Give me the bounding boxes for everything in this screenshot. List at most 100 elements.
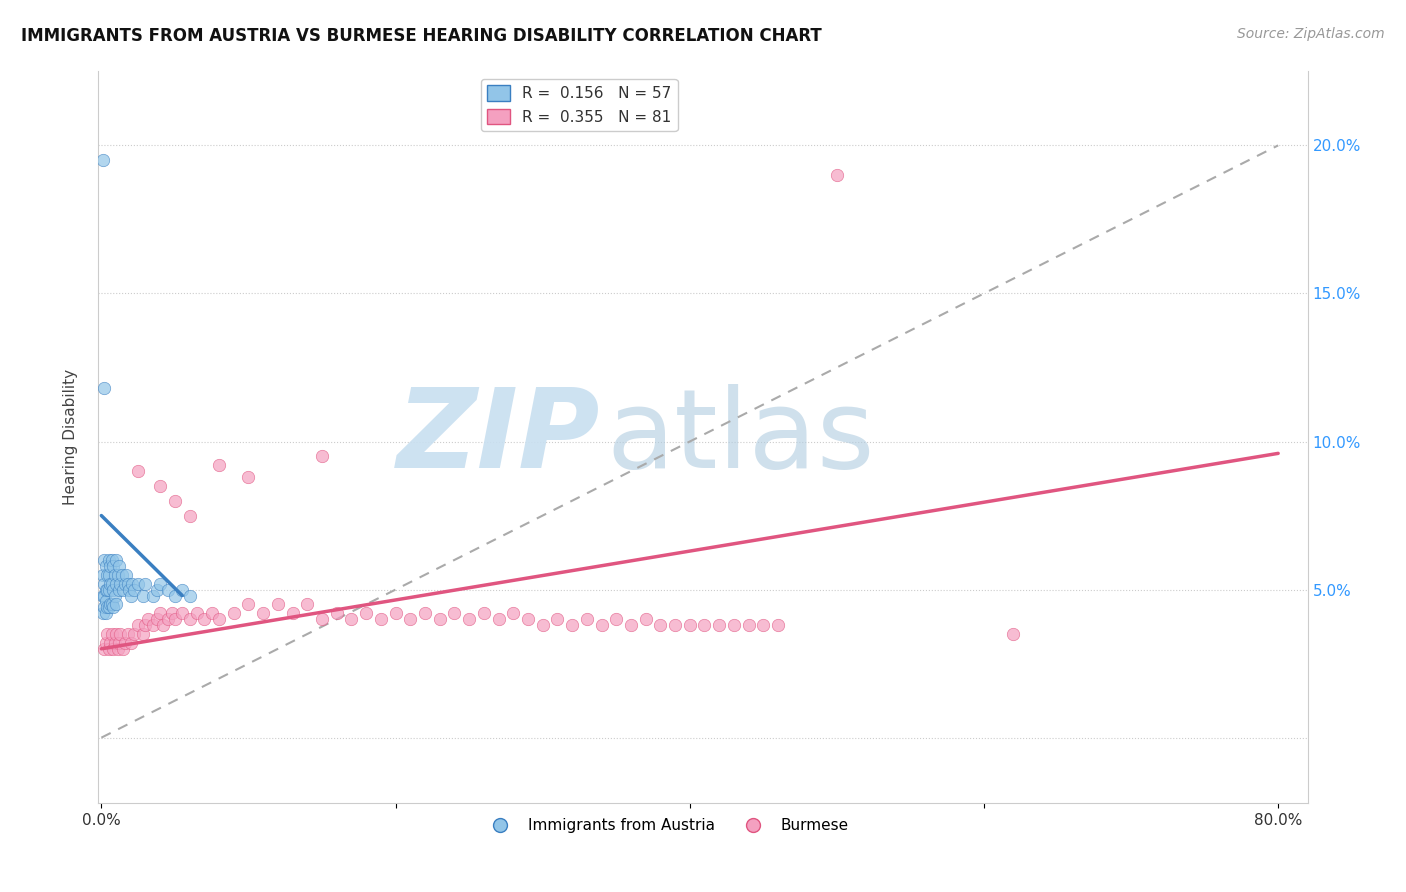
Point — [575, 612, 598, 626]
Point — [384, 607, 406, 621]
Point — [111, 567, 134, 582]
Point — [110, 627, 132, 641]
Point — [91, 589, 114, 603]
Point — [134, 618, 156, 632]
Point — [267, 598, 290, 612]
Point — [502, 607, 524, 621]
Point — [100, 576, 122, 591]
Point — [531, 618, 554, 632]
Point — [149, 479, 172, 493]
Point — [679, 618, 702, 632]
Point — [101, 582, 124, 597]
Point — [104, 567, 127, 582]
Point — [752, 618, 775, 632]
Text: IMMIGRANTS FROM AUSTRIA VS BURMESE HEARING DISABILITY CORRELATION CHART: IMMIGRANTS FROM AUSTRIA VS BURMESE HEARI… — [21, 27, 823, 45]
Point — [281, 607, 304, 621]
Point — [91, 607, 114, 621]
Point — [297, 598, 319, 612]
Text: Source: ZipAtlas.com: Source: ZipAtlas.com — [1237, 27, 1385, 41]
Point — [693, 618, 716, 632]
Point — [96, 627, 118, 641]
Point — [650, 618, 672, 632]
Point — [97, 600, 120, 615]
Point — [163, 589, 186, 603]
Point — [238, 470, 260, 484]
Point — [120, 589, 142, 603]
Point — [108, 582, 131, 597]
Point — [97, 553, 120, 567]
Point — [458, 612, 481, 626]
Point — [152, 618, 174, 632]
Point — [93, 553, 115, 567]
Point — [163, 612, 186, 626]
Legend: Immigrants from Austria, Burmese: Immigrants from Austria, Burmese — [479, 812, 855, 839]
Point — [118, 582, 141, 597]
Point — [156, 612, 179, 626]
Point — [94, 594, 117, 608]
Point — [114, 636, 136, 650]
Y-axis label: Hearing Disability: Hearing Disability — [63, 369, 77, 505]
Point — [340, 612, 363, 626]
Point — [201, 607, 224, 621]
Point — [172, 607, 194, 621]
Point — [120, 636, 142, 650]
Point — [122, 582, 145, 597]
Point — [134, 576, 156, 591]
Point — [108, 558, 131, 573]
Point — [138, 612, 160, 626]
Point — [105, 598, 128, 612]
Point — [179, 589, 201, 603]
Point — [488, 612, 510, 626]
Point — [97, 567, 120, 582]
Point — [222, 607, 245, 621]
Point — [94, 607, 117, 621]
Point — [101, 600, 124, 615]
Point — [605, 612, 627, 626]
Point — [311, 450, 333, 464]
Point — [91, 153, 114, 168]
Point — [127, 576, 149, 591]
Point — [97, 582, 120, 597]
Point — [127, 618, 149, 632]
Point — [98, 598, 121, 612]
Point — [122, 627, 145, 641]
Point — [149, 607, 172, 621]
Point — [100, 627, 122, 641]
Point — [179, 508, 201, 523]
Point — [208, 458, 231, 473]
Point — [354, 607, 377, 621]
Point — [104, 589, 127, 603]
Point — [100, 598, 122, 612]
Point — [516, 612, 538, 626]
Point — [142, 589, 165, 603]
Point — [100, 553, 122, 567]
Point — [115, 567, 138, 582]
Point — [723, 618, 745, 632]
Point — [117, 627, 139, 641]
Point — [108, 636, 131, 650]
Point — [399, 612, 422, 626]
Point — [634, 612, 657, 626]
Point — [117, 576, 139, 591]
Point — [101, 641, 124, 656]
Point — [96, 600, 118, 615]
Point — [146, 582, 169, 597]
Point — [112, 582, 135, 597]
Point — [98, 558, 121, 573]
Point — [93, 600, 115, 615]
Point — [146, 612, 169, 626]
Point — [93, 589, 115, 603]
Point — [443, 607, 465, 621]
Point — [101, 558, 124, 573]
Point — [163, 493, 186, 508]
Point — [131, 589, 153, 603]
Point — [737, 618, 759, 632]
Point — [96, 567, 118, 582]
Point — [208, 612, 231, 626]
Point — [429, 612, 451, 626]
Point — [94, 636, 117, 650]
Point — [104, 636, 127, 650]
Point — [112, 641, 135, 656]
Point — [179, 612, 201, 626]
Point — [620, 618, 643, 632]
